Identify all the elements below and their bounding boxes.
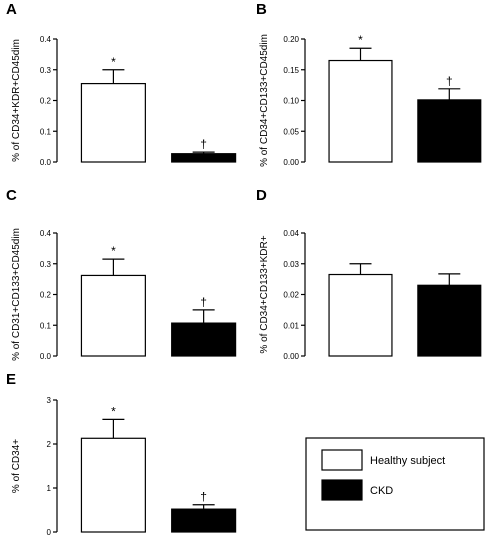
y-tick-label: 0.10 [283, 97, 299, 106]
panel-letter-b: B [256, 1, 267, 18]
y-tick-label: 0.04 [283, 229, 299, 238]
bar-healthy [80, 437, 146, 533]
y-tick-label: 0.2 [40, 291, 52, 300]
y-tick-label: 0.1 [40, 127, 52, 136]
bar-ckd [171, 508, 237, 533]
panel-d: D 0.00 0.01 0.02 0.03 0.04 % of CD34+CD133+KDR… [256, 187, 482, 361]
y-axis-label: % of CD34+KDR+CD45dim [11, 39, 22, 162]
y-tick-label: 0.05 [283, 127, 299, 136]
bar-ckd [417, 99, 482, 163]
panel-e: E 0 1 2 3 % of CD34+ * † [6, 371, 237, 535]
y-tick-label: 0.20 [283, 35, 299, 44]
significance-marker-healthy: * [111, 244, 116, 258]
y-tick-label: 0 [47, 528, 52, 535]
y-tick-label: 0.3 [40, 66, 52, 75]
y-axis-label: % of CD34+ [11, 439, 22, 493]
panel-a: A 0.0 0.1 0.2 0.3 0.4 % of CD34+KDR+CD45dim * † [6, 1, 237, 167]
y-tick-label: 0.0 [40, 352, 52, 361]
y-tick-label: 0.2 [40, 97, 52, 106]
significance-marker-ckd: † [200, 137, 207, 151]
significance-marker-healthy: * [358, 33, 363, 47]
significance-marker-ckd: † [200, 490, 207, 504]
bar-ckd [417, 284, 482, 357]
y-tick-label: 0.01 [283, 321, 299, 330]
significance-marker-healthy: * [111, 404, 116, 418]
bar-healthy [328, 59, 393, 163]
legend-label-ckd: CKD [370, 485, 393, 497]
y-tick-label: 0.03 [283, 260, 299, 269]
y-tick-label: 0.0 [40, 158, 52, 167]
panel-letter-e: E [6, 371, 16, 388]
significance-marker-healthy: * [111, 55, 116, 69]
panel-b: B 0.00 0.05 0.10 0.15 0.20 % of CD34+CD133+CD4… [256, 1, 482, 167]
significance-marker-ckd: † [200, 295, 207, 309]
y-tick-label: 0.1 [40, 321, 52, 330]
y-tick-label: 0.4 [40, 35, 52, 44]
y-tick-label: 0.3 [40, 260, 52, 269]
legend-label-healthy: Healthy subject [370, 455, 445, 467]
y-tick-label: 3 [47, 396, 52, 405]
bar-ckd [171, 322, 237, 357]
legend-swatch-ckd [321, 479, 363, 501]
y-tick-label: 2 [47, 440, 52, 449]
y-axis-label: % of CD34+CD133+CD45dim [259, 34, 270, 167]
panel-c: C 0.0 0.1 0.2 0.3 0.4 % of CD31+CD133+CD45dim *… [6, 187, 237, 361]
bar-ckd [171, 153, 237, 163]
bar-healthy [80, 274, 146, 357]
legend-swatch-healthy [321, 449, 363, 471]
legend: Healthy subject CKD [305, 437, 485, 531]
panel-letter-a: A [6, 1, 17, 18]
y-tick-label: 0.00 [283, 158, 299, 167]
y-tick-label: 0.00 [283, 352, 299, 361]
panel-letter-c: C [6, 187, 17, 204]
significance-marker-ckd: † [446, 74, 453, 88]
y-tick-label: 1 [47, 484, 52, 493]
y-tick-label: 0.4 [40, 229, 52, 238]
y-tick-label: 0.02 [283, 291, 299, 300]
panel-letter-d: D [256, 187, 267, 204]
bar-healthy [80, 82, 146, 163]
y-axis-label: % of CD31+CD133+CD45dim [11, 228, 22, 361]
y-axis-label: % of CD34+CD133+KDR+ [259, 235, 270, 353]
y-tick-label: 0.15 [283, 66, 299, 75]
bar-healthy [328, 273, 393, 357]
